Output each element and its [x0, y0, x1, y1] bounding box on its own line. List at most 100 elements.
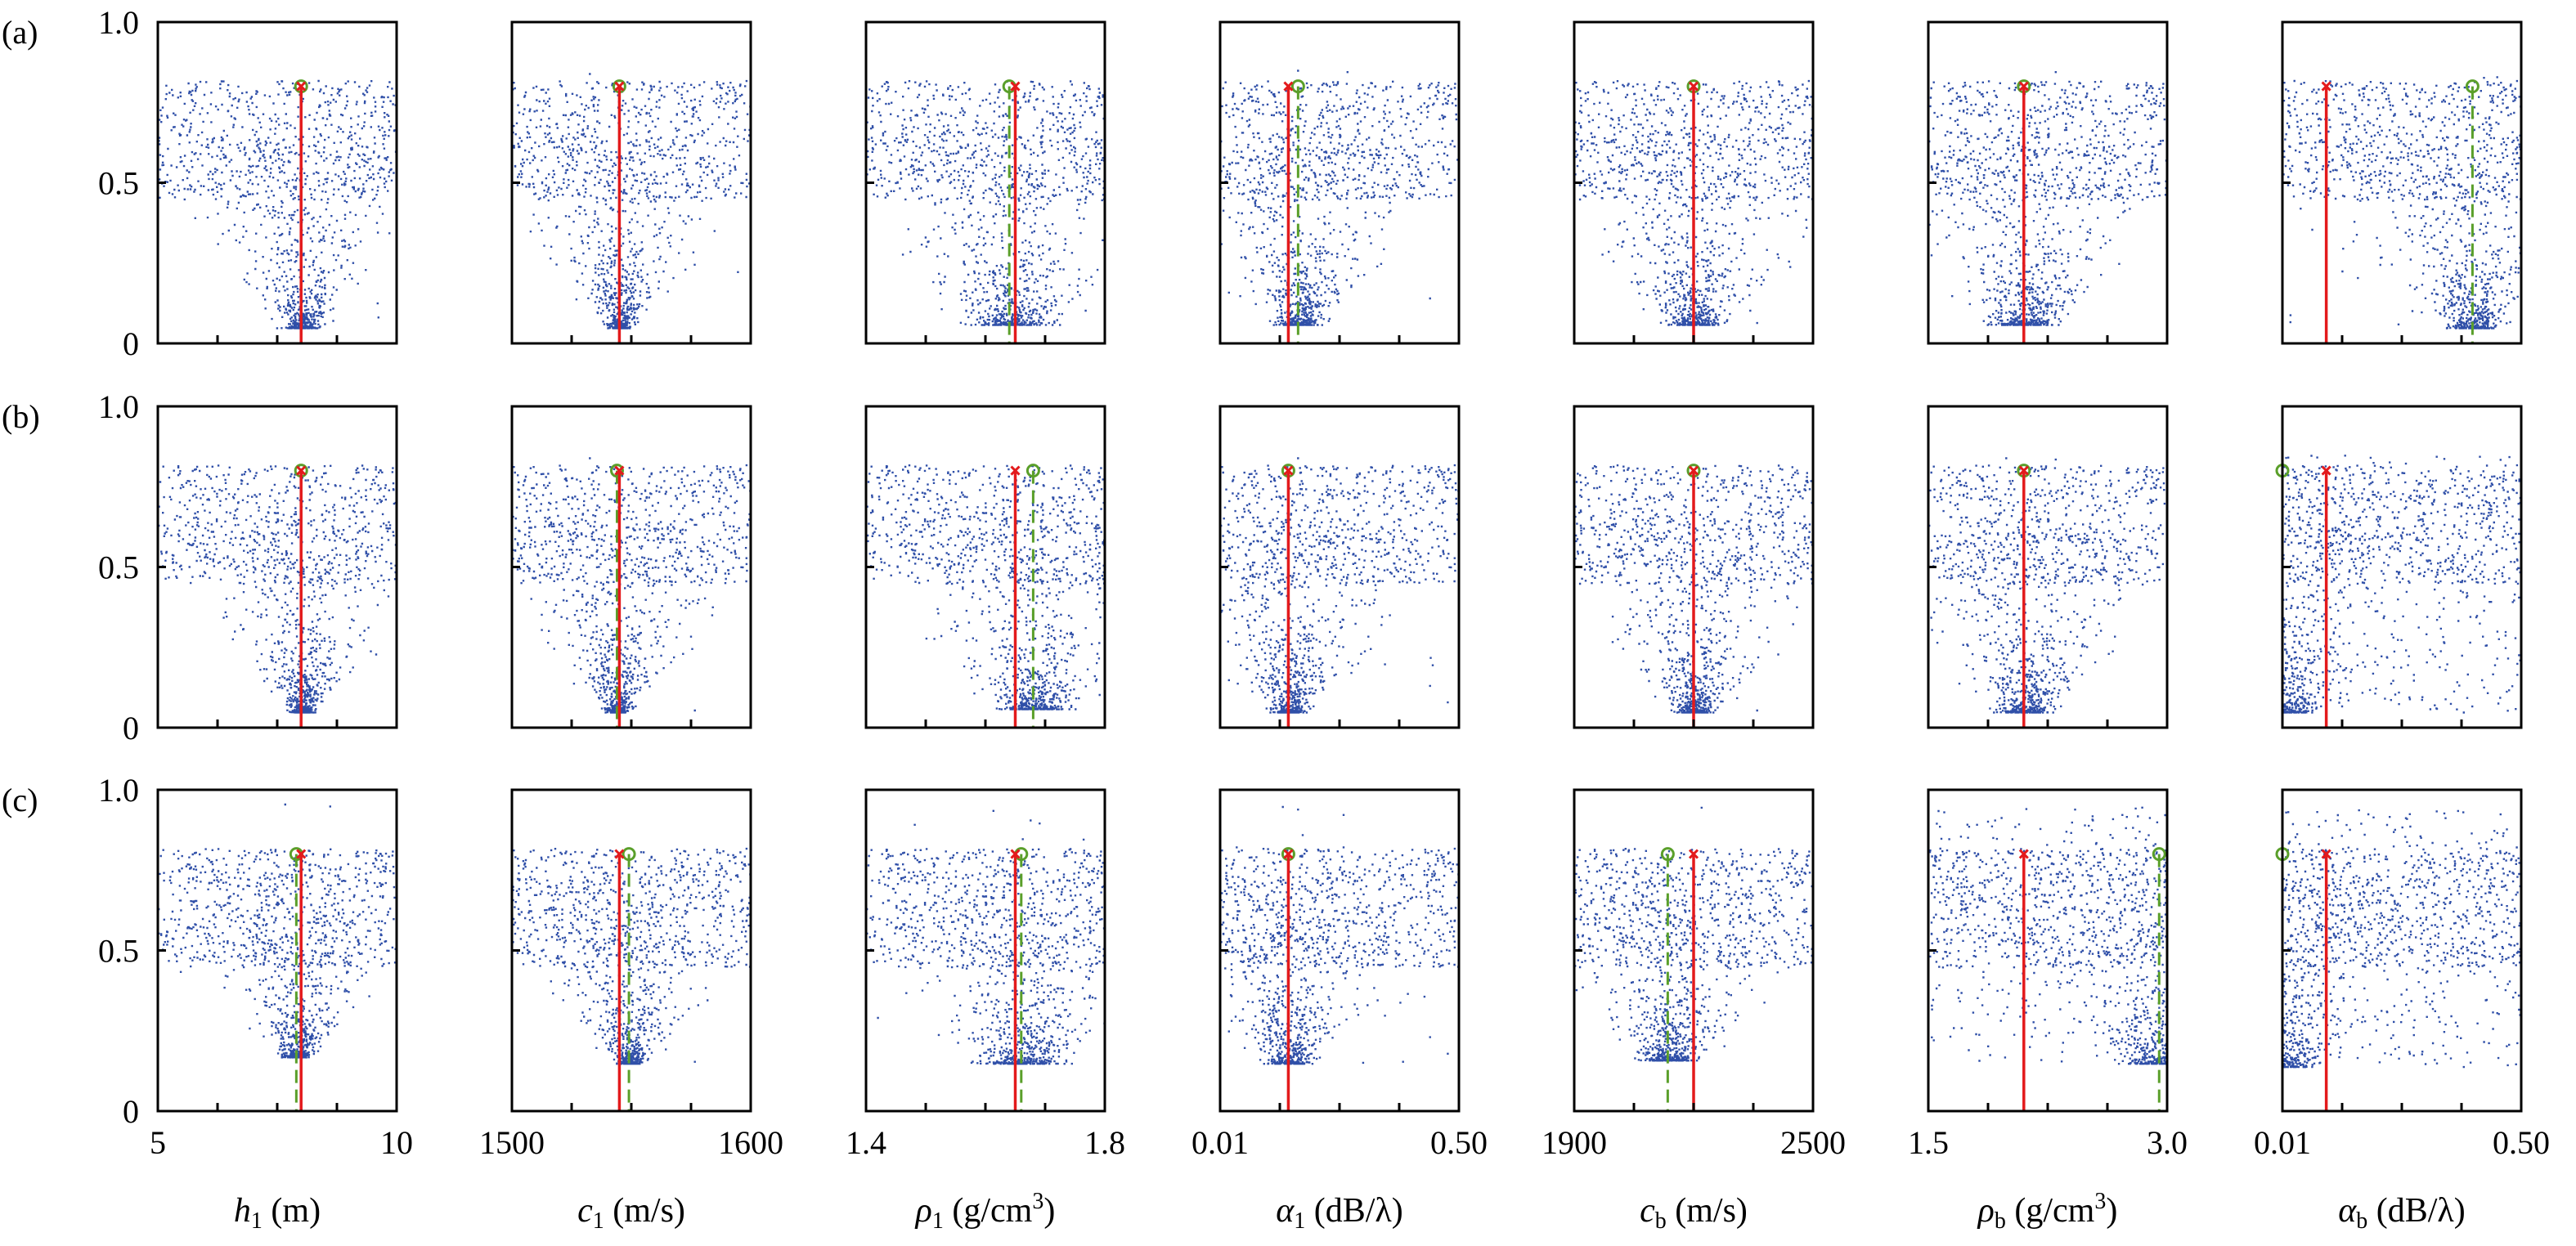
true-value-marker [2321, 465, 2331, 476]
scatter-points [1220, 457, 1459, 714]
panel-frame [1218, 405, 1461, 729]
scatter-panel [1218, 405, 1461, 729]
scatter-points [158, 464, 397, 714]
scatter-points [2282, 76, 2521, 329]
true-value-marker [1010, 81, 1021, 92]
panel-frame [864, 405, 1106, 729]
scatter-points [512, 73, 751, 329]
x-tick-label: 0.01 [1192, 1124, 1249, 1161]
estimate-marker [2465, 79, 2480, 94]
y-tick-label: 1.0 [98, 388, 139, 425]
true-value-marker [296, 81, 307, 92]
scatter-panel [864, 20, 1106, 345]
scatter-panel [1218, 788, 1461, 1113]
x-tick-label: 1900 [1542, 1124, 1607, 1161]
true-value-marker [1283, 849, 1294, 859]
true-value-marker [296, 465, 307, 476]
true-value-marker [1283, 81, 1294, 92]
x-axis-label: α1 (dB/λ) [1276, 1192, 1403, 1234]
y-tick-label: 0 [123, 325, 139, 362]
x-tick-label: 1500 [479, 1124, 545, 1161]
scatter-points [1928, 457, 2167, 714]
scatter-panel [1927, 20, 2169, 345]
true-value-marker [1283, 465, 1294, 476]
x-axis-label: ρ1 (g/cm3) [914, 1189, 1056, 1234]
x-tick-label: 1600 [718, 1124, 783, 1161]
scatter-panel [1573, 788, 1815, 1113]
panel-frame [1927, 405, 2169, 729]
scatter-panel [2275, 405, 2523, 729]
scatter-points [866, 464, 1105, 710]
x-tick-label: 3.0 [2147, 1124, 2188, 1161]
y-tick-label: 0.5 [98, 165, 139, 202]
scatter-panel [156, 788, 398, 1113]
panel-frame [1218, 788, 1461, 1113]
scatter-points [1928, 71, 2167, 326]
true-value-marker [1688, 849, 1699, 859]
x-tick-label: 1.4 [846, 1124, 886, 1161]
true-value-marker [1688, 81, 1699, 92]
true-value-marker [2321, 849, 2331, 859]
scatter-points [512, 457, 751, 714]
scatter-points [512, 847, 751, 1065]
scatter-points [158, 79, 397, 329]
x-axis-label: αb (dB/λ) [2338, 1192, 2466, 1234]
scatter-points [2282, 809, 2521, 1069]
panel-frame [1927, 20, 2169, 345]
true-value-marker [2018, 465, 2029, 476]
scatter-panel [1927, 405, 2169, 729]
x-tick-label: 5 [150, 1124, 166, 1161]
y-tick-label: 0.5 [98, 933, 139, 970]
scatter-points [1220, 69, 1459, 326]
scatter-panel [864, 788, 1106, 1113]
estimate-marker [1025, 464, 1040, 478]
x-axis-label: h1 (m) [234, 1192, 321, 1234]
scatter-points [1574, 806, 1813, 1062]
true-value-marker [2018, 849, 2029, 859]
true-value-marker [1688, 465, 1699, 476]
x-axis-label: ρb (g/cm3) [1977, 1189, 2118, 1234]
scatter-panel [156, 20, 398, 345]
scatter-panel [510, 405, 752, 729]
x-tick-label: 0.50 [1430, 1124, 1488, 1161]
scatter-panel [864, 405, 1106, 729]
x-tick-label: 1.8 [1084, 1124, 1125, 1161]
y-tick-label: 0 [123, 710, 139, 746]
panel-frame [1218, 20, 1461, 345]
true-value-marker [2321, 81, 2331, 92]
x-tick-label: 10 [380, 1124, 413, 1161]
scatter-panel [510, 20, 752, 345]
scatter-panel [2281, 20, 2523, 345]
scatter-panel [156, 405, 398, 729]
true-value-marker [614, 81, 625, 92]
y-tick-label: 0 [123, 1093, 139, 1130]
true-value-marker [1010, 849, 1021, 859]
scatter-panel [1218, 20, 1461, 345]
x-axis-label: c1 (m/s) [577, 1192, 685, 1234]
scatter-points [1574, 464, 1813, 714]
scatter-points [158, 803, 397, 1059]
estimate-marker [622, 847, 636, 862]
panel-frame [156, 20, 398, 345]
y-tick-label: 1.0 [98, 4, 139, 41]
row-label: (c) [2, 782, 38, 818]
true-value-marker [614, 849, 625, 859]
scatter-points [2282, 455, 2521, 714]
panel-frame [156, 405, 398, 729]
y-tick-label: 1.0 [98, 772, 139, 809]
true-value-marker [1010, 465, 1021, 476]
estimate-marker [609, 464, 624, 478]
x-tick-label: 1.5 [1908, 1124, 1949, 1161]
scatter-panel [1573, 20, 1815, 345]
x-tick-label: 0.01 [2254, 1124, 2311, 1161]
x-axis-label: cb (m/s) [1640, 1192, 1748, 1234]
panel-frame [2281, 405, 2523, 729]
panel-frame [864, 20, 1106, 345]
scatter-panel [1573, 405, 1815, 729]
row-label: (b) [2, 398, 40, 435]
panel-frame [510, 405, 752, 729]
scatter-points [866, 80, 1105, 326]
scatter-panel [1927, 788, 2169, 1113]
estimate-marker [1290, 79, 1305, 94]
